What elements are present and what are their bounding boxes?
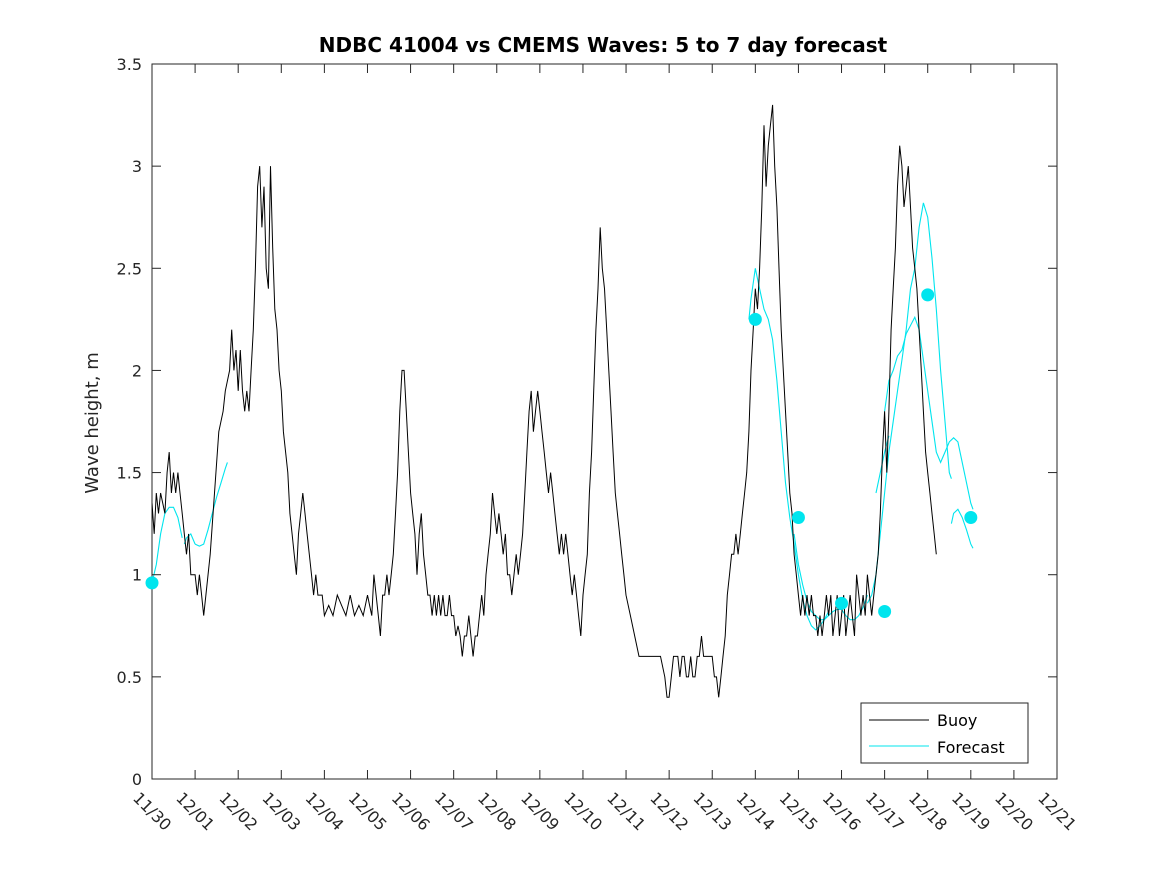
forecast-line — [748, 268, 791, 518]
x-tick-label: 12/17 — [862, 788, 908, 834]
x-tick-label: 12/21 — [1034, 788, 1080, 834]
x-tick-label: 12/10 — [560, 788, 606, 834]
x-tick-label: 12/09 — [517, 788, 563, 834]
forecast-line — [884, 315, 974, 510]
forecast-marker — [835, 596, 849, 610]
x-tick-label: 12/14 — [733, 788, 779, 834]
x-tick-label: 12/08 — [474, 788, 520, 834]
x-tick-label: 12/18 — [905, 788, 951, 834]
y-tick-label: 1.5 — [117, 464, 142, 483]
plot-area — [145, 63, 1058, 780]
plot-frame — [151, 63, 1058, 780]
forecast-marker — [964, 511, 978, 525]
y-tick-label: 3 — [132, 157, 142, 176]
y-axis: 0 0.5 1 1.5 2 2.5 3 3.5 — [117, 55, 1057, 789]
legend-buoy-label: Buoy — [937, 711, 977, 730]
x-tick-label: 12/12 — [646, 788, 692, 834]
forecast-line — [194, 462, 228, 547]
legend-forecast-label: Forecast — [937, 738, 1005, 757]
x-tick-label: 12/11 — [603, 788, 649, 834]
y-tick-label: 1 — [132, 566, 142, 585]
forecast-marker — [878, 604, 892, 618]
y-tick-label: 2.5 — [117, 259, 142, 278]
forecast-marker — [921, 288, 935, 302]
forecast-line — [950, 508, 974, 549]
y-tick-label: 2 — [132, 361, 142, 380]
forecast-line — [152, 506, 183, 584]
x-tick-label: 12/07 — [431, 788, 477, 834]
x-tick-label: 12/02 — [215, 788, 261, 834]
x-tick-label: 11/30 — [129, 788, 175, 834]
legend-box — [860, 702, 1029, 764]
y-tick-label: 3.5 — [117, 55, 142, 74]
legend: Buoy Forecast — [860, 702, 1029, 764]
forecast-line — [789, 517, 830, 631]
x-tick-label: 12/06 — [388, 788, 434, 834]
x-tick-label: 12/20 — [991, 788, 1037, 834]
forecast-marker — [791, 511, 805, 525]
x-tick-label: 12/15 — [776, 788, 822, 834]
x-tick-label: 12/04 — [302, 788, 348, 834]
x-tick-label: 12/19 — [948, 788, 994, 834]
y-axis-label: Wave height, m — [82, 352, 103, 493]
x-tick-label: 12/13 — [689, 788, 735, 834]
forecast-marker — [748, 312, 762, 326]
forecast-marker — [145, 576, 159, 590]
x-tick-label: 12/03 — [258, 788, 304, 834]
buoy-line — [152, 104, 937, 698]
x-tick-label: 12/16 — [819, 788, 865, 834]
x-tick-label: 12/05 — [345, 788, 391, 834]
x-tick-label: 12/01 — [172, 788, 218, 834]
y-tick-label: 0 — [132, 770, 142, 789]
forecast-line — [922, 202, 952, 479]
chart-title: NDBC 41004 vs CMEMS Waves: 5 to 7 day fo… — [319, 33, 888, 57]
y-tick-label: 0.5 — [117, 668, 142, 687]
